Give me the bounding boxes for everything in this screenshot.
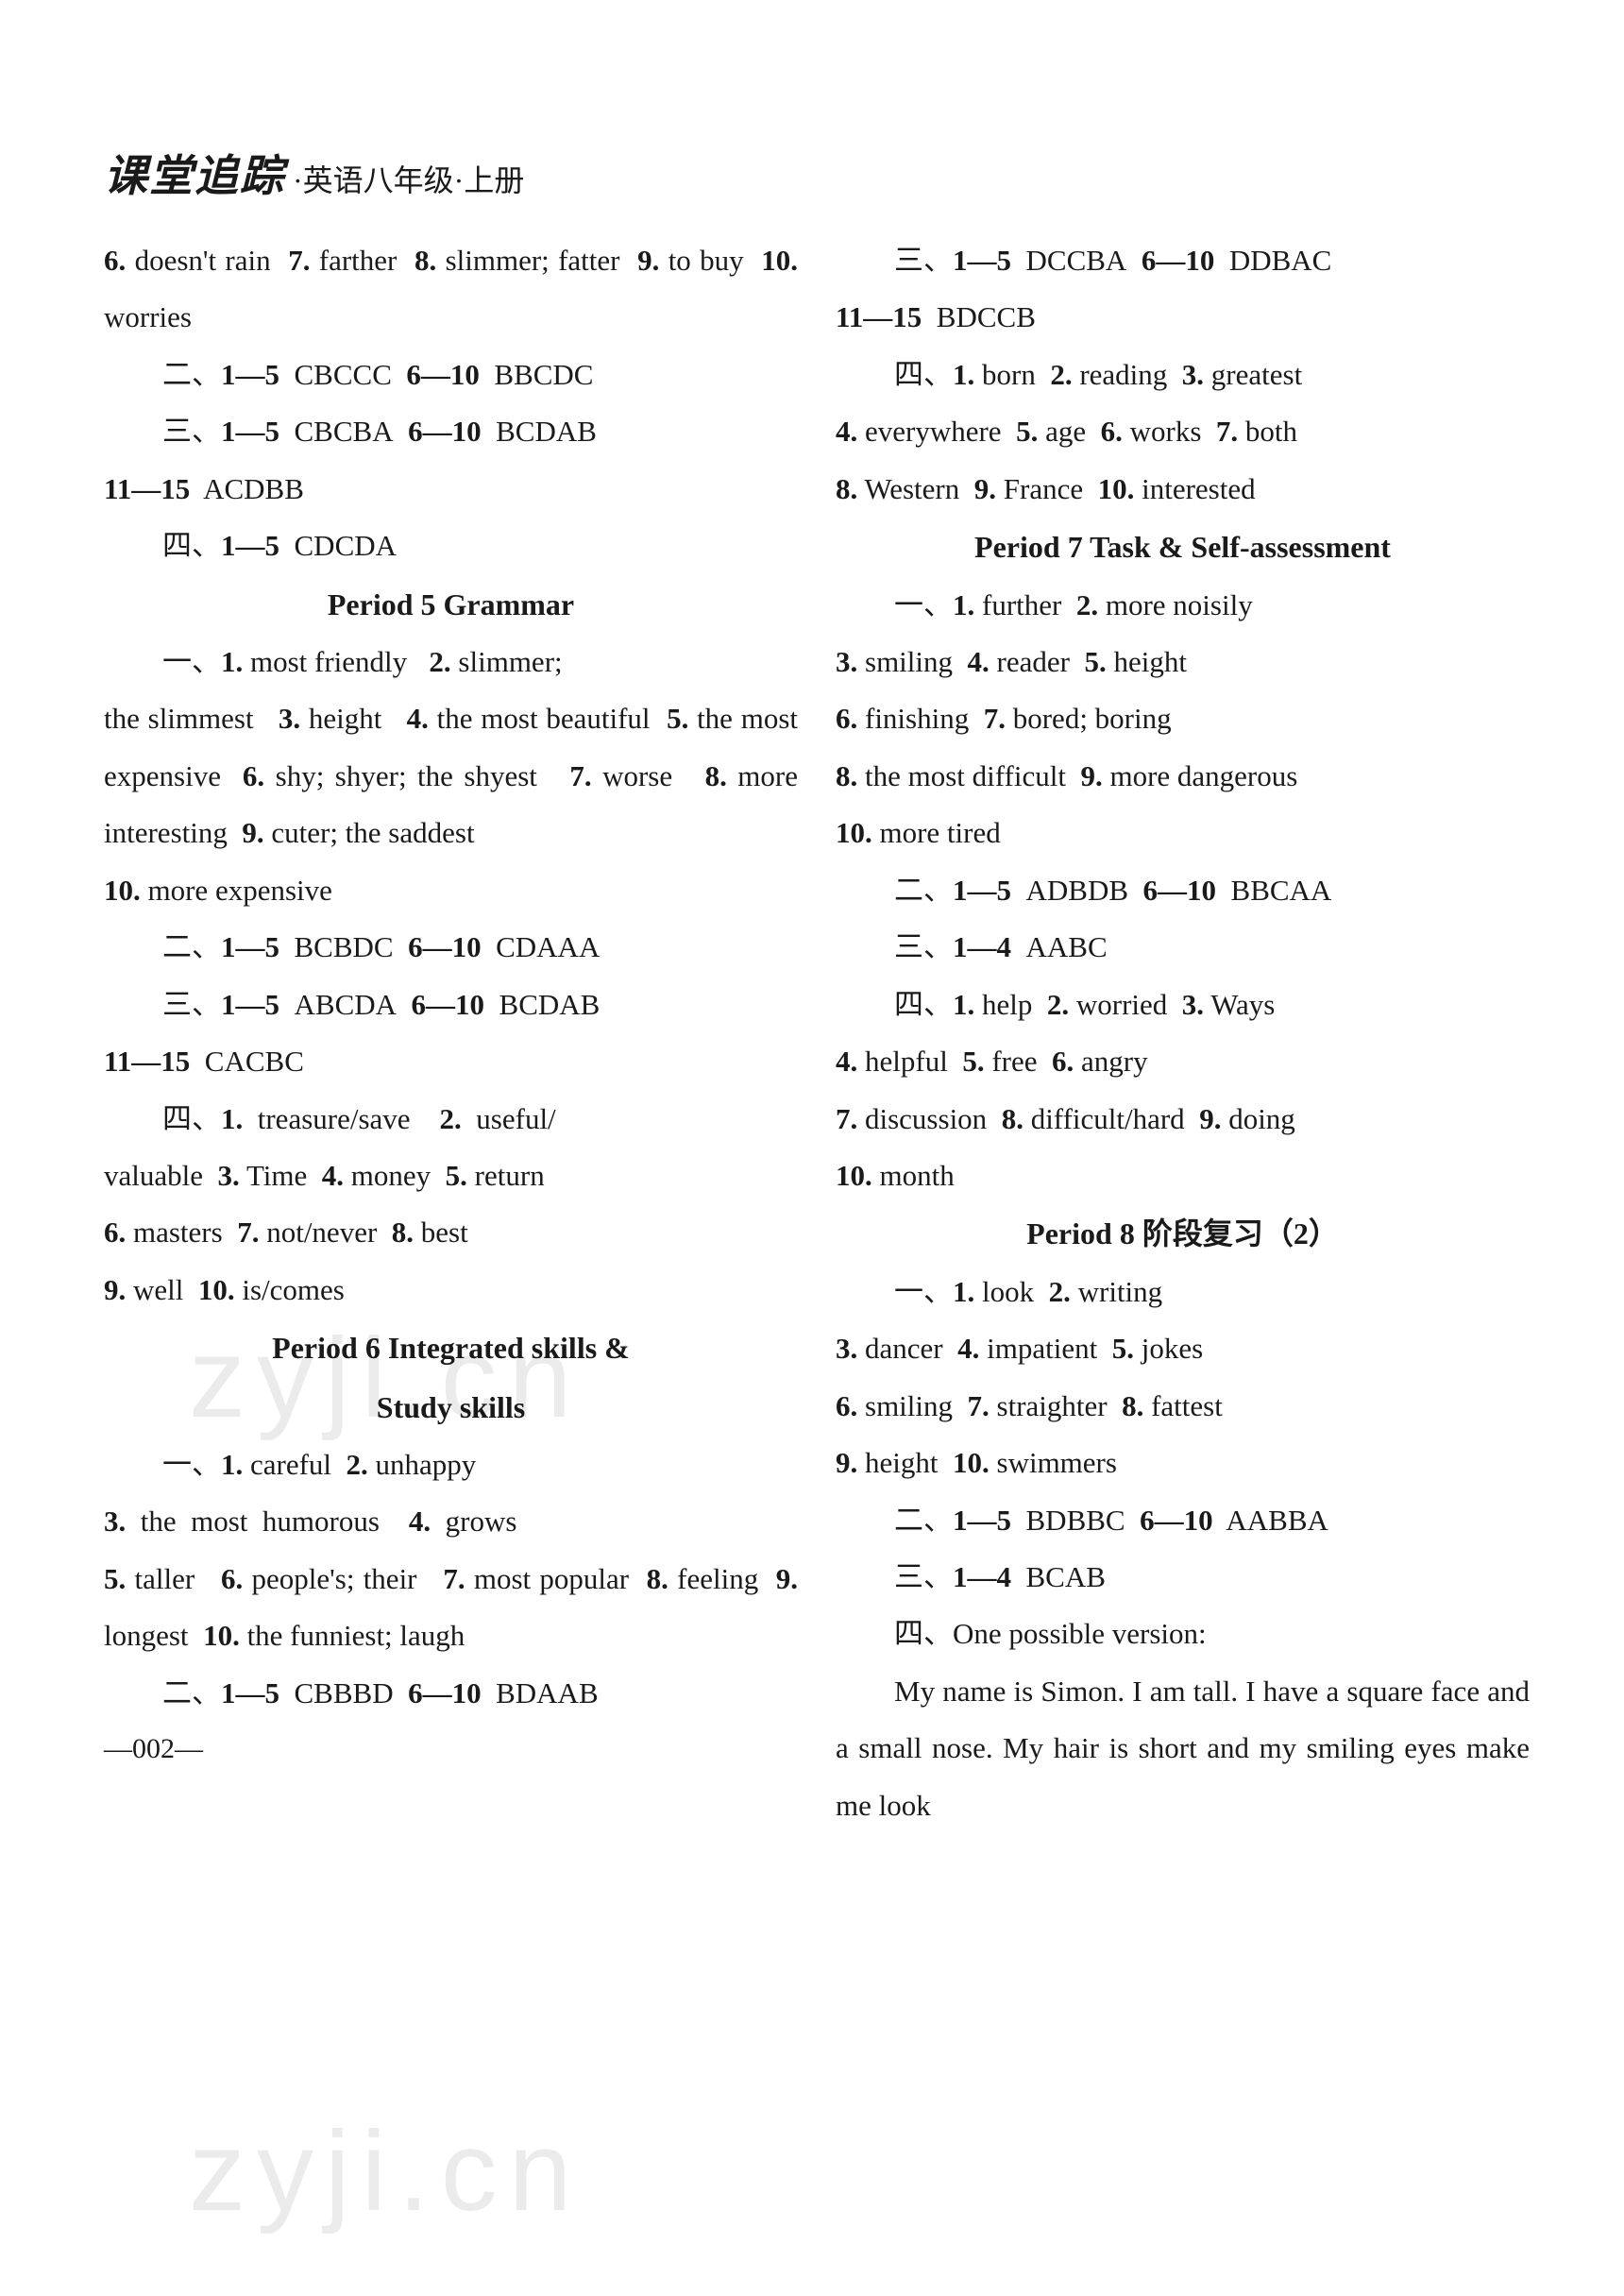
answer-line: 7. discussion 8. difficult/hard 9. doing — [836, 1091, 1530, 1148]
answer-line: 三、1—4 AABC — [836, 919, 1530, 976]
answer-line: 四、1—5 CDCDA — [104, 518, 798, 574]
logo-text: 课堂追踪 — [104, 142, 285, 204]
answer-line: 二、1—5 ADBDB 6—10 BBCAA — [836, 862, 1530, 919]
answer-line: 一、1. further 2. more noisily — [836, 577, 1530, 634]
left-column: 6. doesn't rain 7. farther 8. slimmer; f… — [104, 232, 798, 2178]
page-header: 课堂追踪 ·英语八年级·上册 — [104, 142, 1530, 204]
answer-line: 三、1—5 CBCBA 6—10 BCDAB — [104, 403, 798, 460]
answer-line: 5. taller 6. people's; their 7. most pop… — [104, 1551, 798, 1665]
period6-subtitle: Study skills — [104, 1378, 798, 1437]
answer-line: 四、One possible version: — [836, 1606, 1530, 1662]
answer-line: 3. dancer 4. impatient 5. jokes — [836, 1320, 1530, 1377]
content-columns: 6. doesn't rain 7. farther 8. slimmer; f… — [104, 232, 1530, 2178]
answer-line: 6. masters 7. not/never 8. best — [104, 1204, 798, 1261]
answer-line: valuable 3. Time 4. money 5. return — [104, 1148, 798, 1204]
answer-line: 10. more expensive — [104, 862, 798, 919]
answer-line: 二、1—5 CBCCC 6—10 BBCDC — [104, 347, 798, 403]
answer-line: 3. smiling 4. reader 5. height — [836, 634, 1530, 690]
answer-line: 四、1. help 2. worried 3. Ways — [836, 977, 1530, 1033]
answer-line: 一、1. most friendly 2. slimmer; — [104, 634, 798, 690]
answer-line: 二、1—5 BCBDC 6—10 CDAAA — [104, 919, 798, 976]
answer-line: 四、1. born 2. reading 3. greatest — [836, 347, 1530, 403]
answer-line: 3. the most humorous 4. grows — [104, 1493, 798, 1550]
answer-line: 6. doesn't rain 7. farther 8. slimmer; f… — [104, 232, 798, 347]
answer-line: 8. Western 9. France 10. interested — [836, 461, 1530, 518]
answer-line: 8. the most difficult 9. more dangerous — [836, 748, 1530, 805]
right-column: 三、1—5 DCCBA 6—10 DDBAC 11—15 BDCCB 四、1. … — [836, 232, 1530, 2178]
answer-line: 一、1. careful 2. unhappy — [104, 1437, 798, 1493]
subtitle-text: ·英语八年级·上册 — [293, 157, 524, 200]
answer-line: 4. helpful 5. free 6. angry — [836, 1033, 1530, 1090]
answer-line: 10. more tired — [836, 805, 1530, 861]
period7-title: Period 7 Task & Self-assessment — [836, 518, 1530, 576]
page-number: —002— — [104, 1722, 798, 1777]
answer-line: 三、1—5 DCCBA 6—10 DDBAC — [836, 232, 1530, 289]
answer-line: 三、1—5 ABCDA 6—10 BCDAB — [104, 977, 798, 1033]
answer-line: 二、1—5 BDBBC 6—10 AABBA — [836, 1492, 1530, 1549]
answer-line: 6. finishing 7. bored; boring — [836, 690, 1530, 747]
answer-line: 9. height 10. swimmers — [836, 1435, 1530, 1491]
period6-title: Period 6 Integrated skills & — [104, 1318, 798, 1377]
period8-title: Period 8 阶段复习（2） — [836, 1204, 1530, 1263]
answer-line: 11—15 ACDBB — [104, 461, 798, 518]
answer-line: 二、1—5 CBBBD 6—10 BDAAB — [104, 1665, 798, 1722]
period5-title: Period 5 Grammar — [104, 575, 798, 634]
answer-line: 10. month — [836, 1148, 1530, 1204]
answer-line: 四、1. treasure/save 2. useful/ — [104, 1091, 798, 1148]
answer-line: 11—15 CACBC — [104, 1033, 798, 1090]
answer-line: 4. everywhere 5. age 6. works 7. both — [836, 403, 1530, 460]
answer-line: 11—15 BDCCB — [836, 289, 1530, 346]
answer-line: 6. smiling 7. straighter 8. fattest — [836, 1378, 1530, 1435]
answer-line: 一、1. look 2. writing — [836, 1264, 1530, 1320]
answer-line: 三、1—4 BCAB — [836, 1549, 1530, 1606]
essay-text: My name is Simon. I am tall. I have a sq… — [836, 1663, 1530, 1834]
answer-line: the slimmest 3. height 4. the most beaut… — [104, 690, 798, 861]
answer-line: 9. well 10. is/comes — [104, 1262, 798, 1318]
